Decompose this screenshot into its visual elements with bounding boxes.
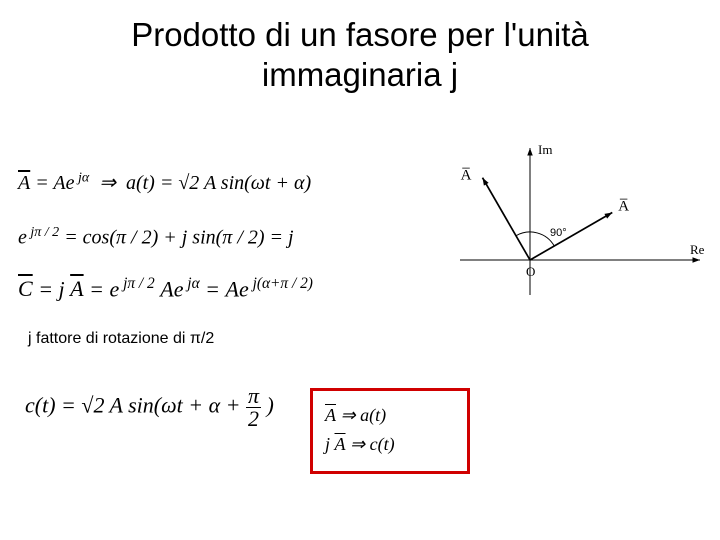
angle-label: 90°	[550, 227, 567, 239]
origin-label: O	[526, 264, 535, 279]
rotation-note: j fattore di rotazione di π/2	[28, 330, 214, 348]
vector-ja-label: jA̅	[460, 168, 472, 184]
box-line-1: A ⇒ a(t)	[325, 401, 455, 430]
box-line-2: j A ⇒ c(t)	[325, 430, 455, 459]
re-axis-label: Re	[690, 242, 705, 257]
im-axis-label: Im	[538, 142, 552, 157]
equation-ct: c(t) = √2 A sin(ωt + α + π2 )	[25, 385, 274, 430]
title-line-2: immaginaria j	[262, 56, 458, 93]
title-line-1: Prodotto di un fasore per l'unità	[131, 16, 589, 53]
equation-A: A = Ae jα ⇒ a(t) = √2 A sin(ωt + α)	[18, 170, 311, 195]
equation-C: C = j A = e jπ / 2 Ae jα = Ae j(α+π / 2)	[18, 275, 313, 302]
phasor-diagram: Im Re O A̅ jA̅ 90°	[460, 140, 710, 310]
equation-euler: e jπ / 2 = cos(π / 2) + j sin(π / 2) = j	[18, 225, 294, 250]
summary-box: A ⇒ a(t) j A ⇒ c(t)	[310, 388, 470, 474]
vector-a-label: A̅	[618, 199, 629, 215]
slide-title: Prodotto di un fasore per l'unità immagi…	[0, 15, 720, 94]
